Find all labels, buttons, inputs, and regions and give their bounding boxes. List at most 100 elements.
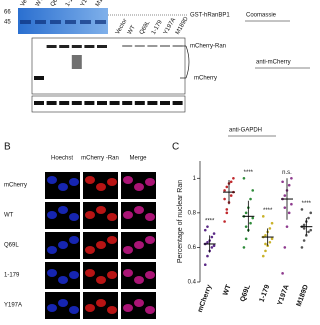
cell bbox=[145, 306, 155, 314]
cell bbox=[85, 269, 95, 277]
dot bbox=[212, 244, 216, 247]
gst-band bbox=[50, 20, 61, 24]
cell bbox=[123, 211, 133, 219]
gapdh-band bbox=[134, 101, 145, 105]
significance: n.s. bbox=[282, 170, 292, 176]
y-axis-label: Percentage of nuclear Ran bbox=[177, 180, 184, 263]
cell bbox=[96, 276, 106, 284]
lane-label: Q69L bbox=[139, 20, 152, 36]
dot bbox=[300, 246, 304, 249]
dot bbox=[225, 185, 229, 189]
cell bbox=[58, 276, 68, 284]
dot bbox=[287, 211, 291, 215]
dot bbox=[287, 183, 291, 187]
gst-band bbox=[20, 20, 31, 24]
x-tick-label: Q69L bbox=[239, 283, 252, 303]
row-label: Q69L bbox=[4, 243, 19, 249]
dot bbox=[281, 180, 284, 184]
band-label: mCherry-Ran bbox=[190, 44, 226, 50]
ran-band bbox=[160, 45, 170, 47]
lane-label: Y197A bbox=[80, 0, 94, 8]
dot bbox=[307, 216, 310, 220]
y-tick-label: 0.6 bbox=[188, 245, 197, 251]
cell bbox=[134, 183, 144, 191]
ran-band bbox=[46, 45, 57, 48]
cell bbox=[123, 304, 133, 312]
column-label: Merge bbox=[129, 156, 147, 162]
coomassie-gel bbox=[18, 8, 108, 34]
dot bbox=[249, 197, 252, 201]
y-tick-label: 1 bbox=[193, 176, 197, 182]
dot bbox=[225, 211, 229, 215]
mcherry-band bbox=[34, 76, 44, 80]
significance: **** bbox=[244, 170, 254, 176]
cell bbox=[96, 299, 106, 307]
row-label: mCherry bbox=[4, 183, 27, 189]
dot bbox=[223, 197, 226, 201]
dot bbox=[232, 176, 235, 180]
cell bbox=[47, 211, 57, 219]
cell bbox=[85, 176, 95, 184]
dot bbox=[261, 254, 265, 258]
dot bbox=[300, 208, 304, 211]
dot bbox=[203, 228, 207, 232]
cell bbox=[58, 241, 68, 249]
ran-band bbox=[134, 45, 145, 47]
marker: 45 bbox=[4, 20, 11, 26]
gapdh-band bbox=[71, 101, 82, 105]
panel-letter: C bbox=[172, 142, 179, 153]
row-label: Y197A bbox=[4, 303, 22, 309]
dot bbox=[244, 211, 248, 215]
cell bbox=[107, 236, 117, 244]
lane-label: M189D bbox=[175, 15, 190, 35]
ran-band bbox=[97, 45, 107, 48]
cell bbox=[145, 178, 155, 186]
dot bbox=[283, 206, 287, 209]
cell bbox=[85, 211, 95, 219]
cell bbox=[145, 213, 155, 221]
lane-label: Vector bbox=[20, 0, 34, 8]
cell bbox=[134, 299, 144, 307]
dot bbox=[264, 234, 267, 237]
gapdh-band bbox=[122, 101, 133, 105]
dot bbox=[212, 232, 216, 235]
x-tick-label: Y197A bbox=[277, 284, 291, 307]
cell bbox=[69, 236, 79, 244]
cell bbox=[96, 183, 106, 191]
cell bbox=[107, 306, 117, 314]
dot bbox=[206, 240, 209, 244]
blot-gapdh bbox=[31, 95, 186, 113]
dot bbox=[309, 228, 313, 232]
ran-band bbox=[122, 45, 133, 47]
cell bbox=[123, 246, 133, 254]
cell bbox=[69, 178, 79, 186]
dot bbox=[251, 189, 255, 192]
cell bbox=[47, 304, 57, 312]
y-tick-label: 0.8 bbox=[188, 210, 197, 216]
dot bbox=[244, 237, 248, 241]
cell bbox=[123, 269, 133, 277]
cell bbox=[58, 299, 68, 307]
dot bbox=[302, 227, 306, 230]
dot bbox=[281, 272, 284, 275]
dot bbox=[203, 263, 207, 267]
cell bbox=[47, 176, 57, 184]
cell bbox=[96, 241, 106, 249]
gst-band bbox=[95, 20, 106, 24]
ran-band bbox=[147, 45, 158, 47]
cell bbox=[69, 271, 79, 279]
dot bbox=[225, 208, 229, 211]
dot bbox=[206, 254, 209, 258]
dot bbox=[244, 225, 248, 228]
dot bbox=[249, 221, 252, 225]
dot bbox=[283, 246, 287, 249]
x-tick-label: WT bbox=[222, 283, 233, 296]
marker: 66 bbox=[4, 10, 11, 16]
ran-band bbox=[59, 45, 70, 48]
dot bbox=[229, 180, 233, 184]
band-label: mCherry bbox=[194, 76, 217, 82]
cell bbox=[69, 306, 79, 314]
dot bbox=[302, 239, 306, 242]
cell bbox=[58, 206, 68, 214]
gapdh-band bbox=[84, 101, 95, 105]
